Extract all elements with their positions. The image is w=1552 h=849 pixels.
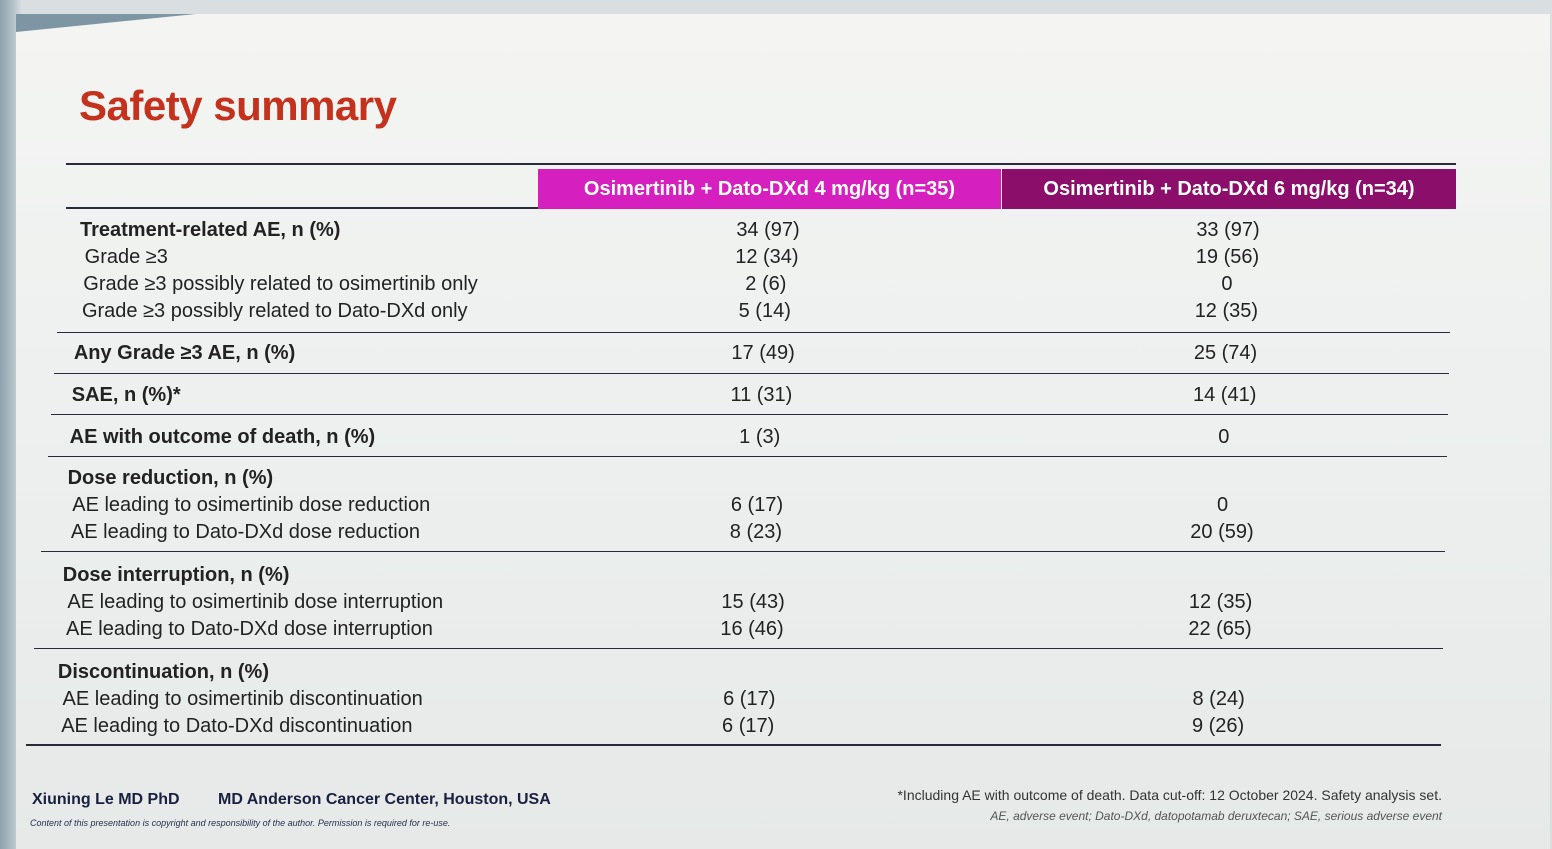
cell-4mg: 12 (34) [735, 246, 799, 268]
group-divider [51, 414, 1449, 415]
column-header-4mg: Osimertinib + Dato-DXd 4 mg/kg (n=35) [538, 169, 1001, 209]
cell-4mg: 17 (49) [731, 342, 795, 364]
presenter-info: Xiuning Le MD PhD MD Anderson Cancer Cen… [32, 791, 551, 809]
row-category-label: AE with outcome of death, n (%) [69, 426, 376, 448]
cell-4mg: 5 (14) [738, 300, 791, 322]
cell-4mg: 11 (31) [730, 384, 793, 406]
group-divider [48, 456, 1448, 457]
cell-6mg: 12 (35) [1188, 591, 1253, 613]
cell-6mg: 0 [1218, 426, 1230, 448]
row-sub-label: AE leading to Dato-DXd discontinuation [61, 715, 413, 737]
table-top-rule [66, 163, 1456, 165]
row-category-label: Treatment-related AE, n (%) [80, 219, 341, 241]
row-sub-label: Grade ≥3 possibly related to osimertinib… [83, 273, 478, 295]
row-sub-label: AE leading to Dato-DXd dose reduction [70, 521, 420, 543]
cell-4mg: 1 (3) [739, 426, 781, 448]
cell-4mg: 8 (23) [729, 521, 783, 543]
institution: MD Anderson Cancer Center, Houston, USA [218, 791, 551, 808]
row-category-label: Dose interruption, n (%) [62, 564, 290, 586]
cell-6mg: 19 (56) [1195, 246, 1260, 268]
cell-6mg: 33 (97) [1196, 219, 1260, 241]
group-divider [40, 551, 1446, 552]
footnote: *Including AE with outcome of death. Dat… [897, 787, 1442, 803]
cell-4mg: 6 (17) [730, 494, 784, 516]
row-sub-label: AE leading to osimertinib dose reduction [72, 494, 431, 516]
group-divider [33, 648, 1444, 649]
header-under-rule [66, 207, 538, 209]
row-sub-label: AE leading to Dato-DXd dose interruption [66, 618, 433, 640]
row-sub-label: AE leading to osimertinib dose interrupt… [67, 591, 444, 613]
cell-4mg: 6 (17) [722, 715, 775, 737]
cell-6mg: 8 (24) [1192, 688, 1245, 710]
cell-4mg: 6 (17) [723, 688, 776, 710]
copyright-notice: Content of this presentation is copyrigh… [30, 818, 451, 828]
cell-6mg: 9 (26) [1191, 715, 1245, 737]
cell-6mg: 22 (65) [1188, 618, 1252, 640]
group-divider [54, 373, 1449, 374]
cell-4mg: 34 (97) [736, 219, 800, 241]
row-sub-label: Grade ≥3 [84, 246, 168, 268]
row-sub-label: Grade ≥3 possibly related to Dato-DXd on… [81, 300, 468, 322]
author-name: Xiuning Le MD PhD [32, 791, 180, 808]
row-category-label: Dose reduction, n (%) [67, 467, 274, 489]
cell-6mg: 14 (41) [1193, 384, 1257, 406]
column-header-6mg: Osimertinib + Dato-DXd 6 mg/kg (n=34) [1002, 169, 1456, 209]
row-category-label: Any Grade ≥3 AE, n (%) [73, 342, 296, 364]
table-bottom-rule [26, 744, 1442, 746]
cell-6mg: 20 (59) [1190, 521, 1254, 543]
cell-6mg: 0 [1221, 273, 1233, 295]
row-sub-label: AE leading to osimertinib discontinuatio… [62, 688, 423, 710]
group-divider [57, 332, 1450, 333]
row-category-label: Discontinuation, n (%) [57, 661, 269, 683]
slide-corner-accent [16, 14, 196, 32]
cell-6mg: 0 [1216, 494, 1229, 516]
row-category-label: SAE, n (%)* [71, 384, 181, 406]
cell-4mg: 2 (6) [745, 273, 787, 295]
slide [16, 14, 1550, 849]
slide-title: Safety summary [79, 82, 397, 129]
cell-6mg: 25 (74) [1193, 342, 1258, 364]
cell-6mg: 12 (35) [1194, 300, 1259, 322]
abbreviations: AE, adverse event; Dato-DXd, datopotamab… [990, 809, 1442, 823]
cell-4mg: 15 (43) [721, 591, 785, 613]
cell-4mg: 16 (46) [720, 618, 784, 640]
